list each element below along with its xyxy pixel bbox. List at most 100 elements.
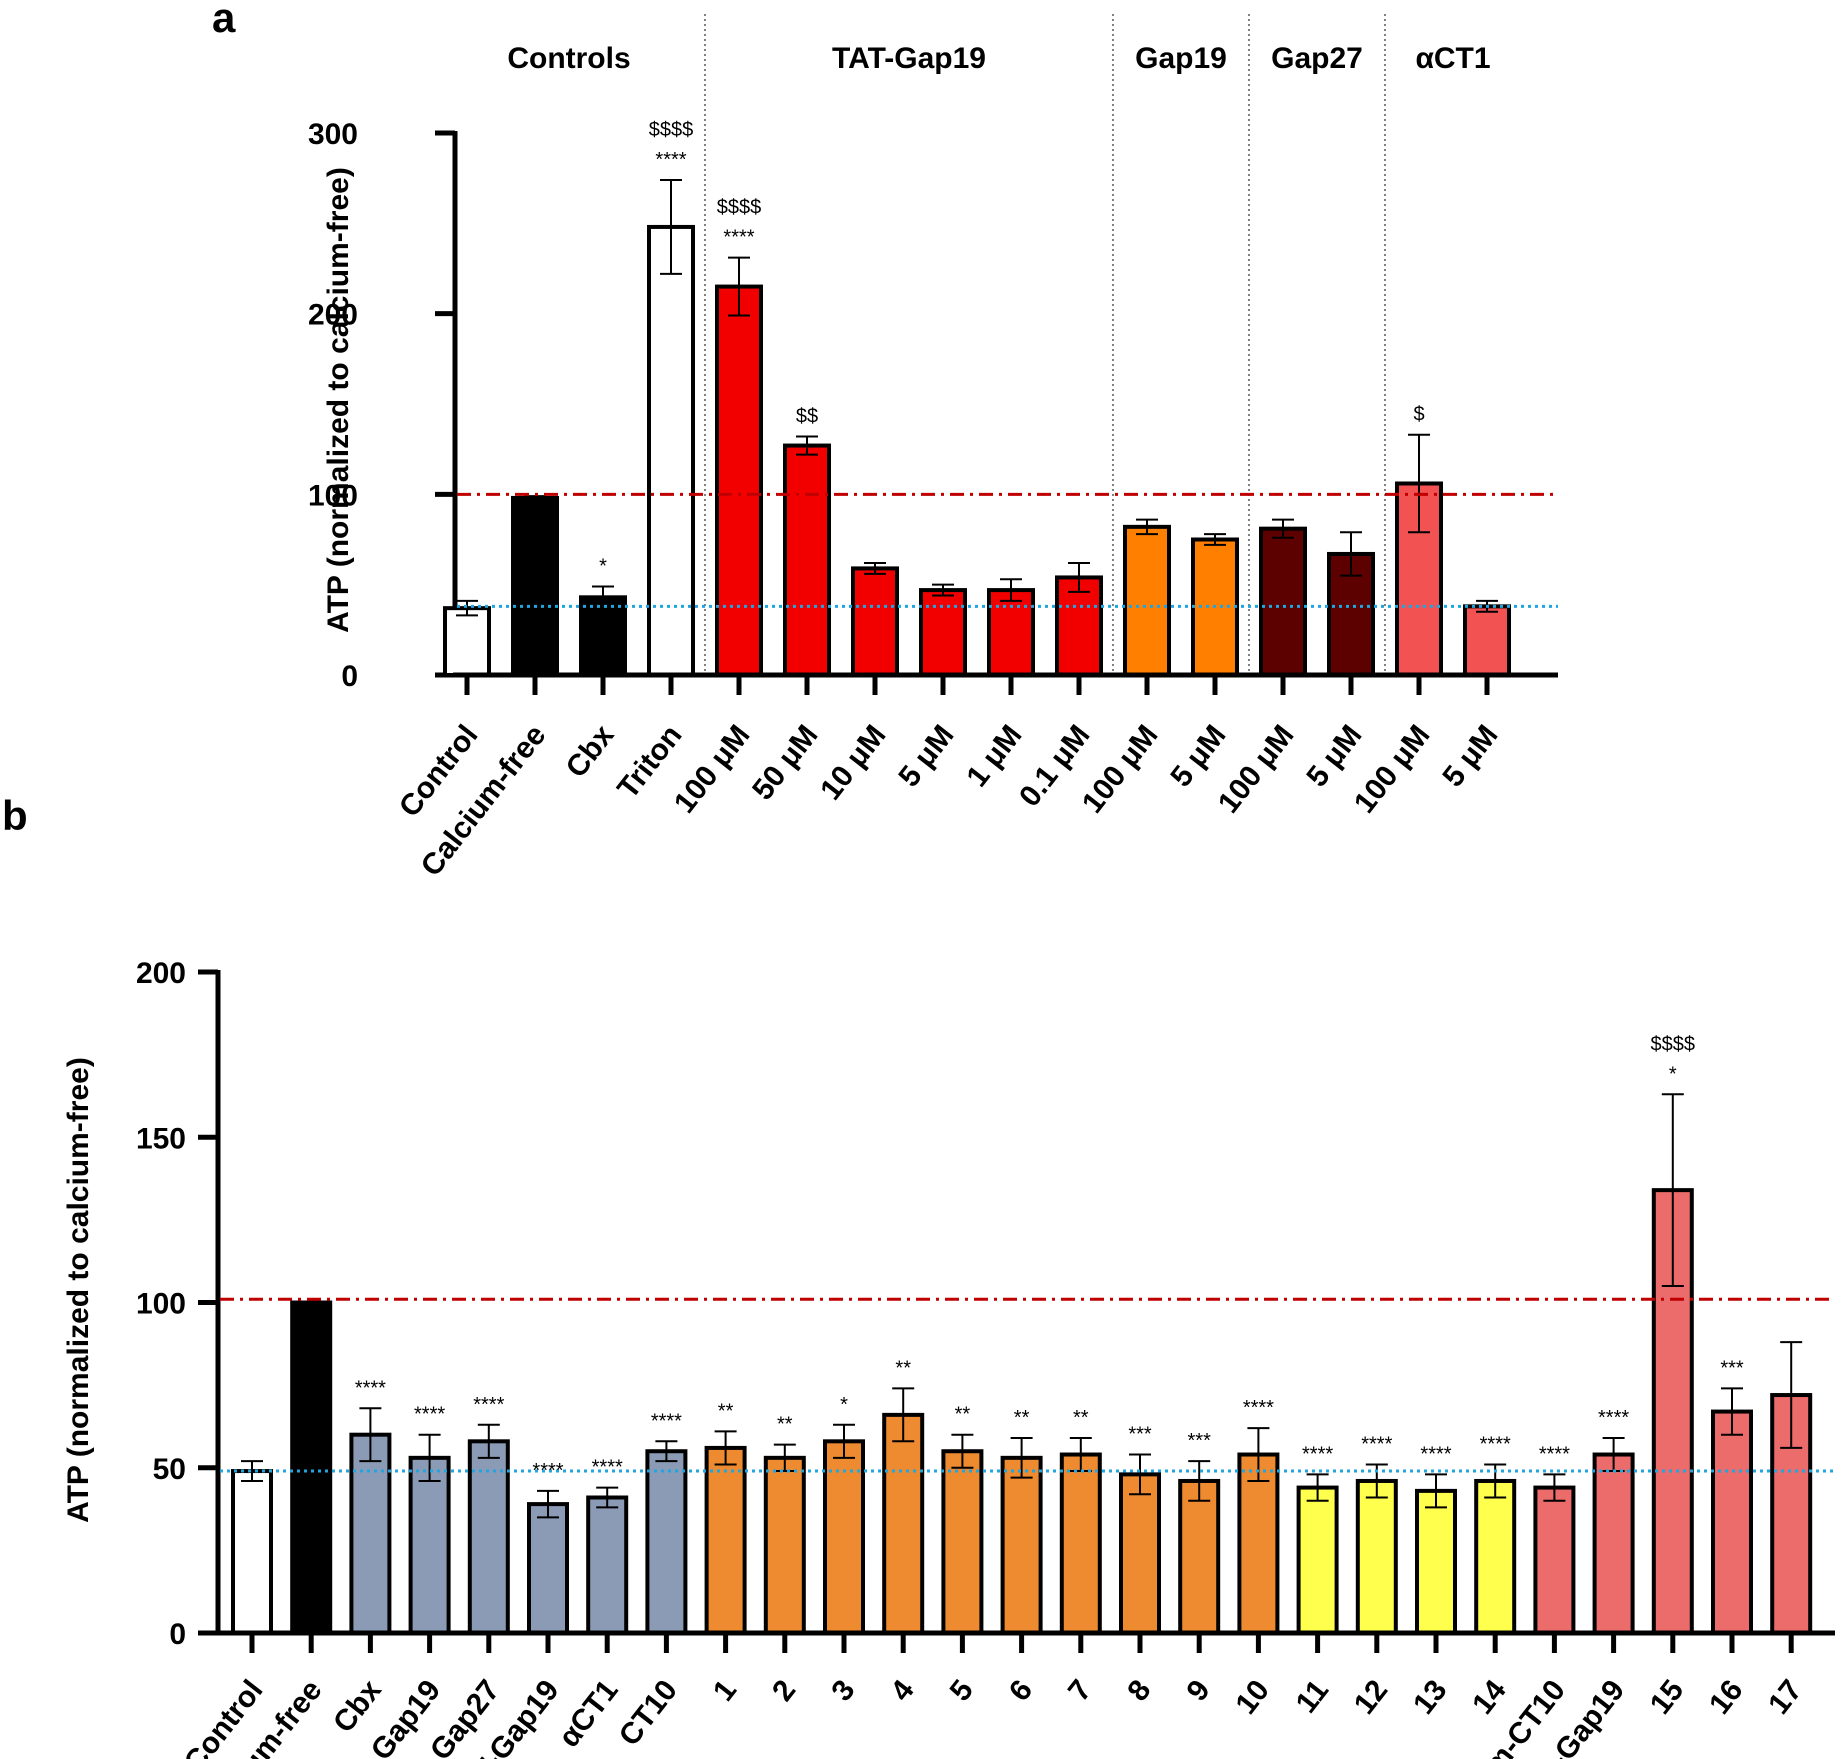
b-significance-label: ** (777, 1414, 793, 1436)
b-bar-21 (1474, 1478, 1517, 1635)
b-bar-22 (1533, 1485, 1576, 1635)
a-significance-label: **** (723, 227, 754, 249)
b-category-label-19: 12 (1348, 1674, 1395, 1721)
b-bar-4 (467, 1439, 510, 1636)
a-bar-15 (1463, 604, 1511, 678)
b-category-label-15: 8 (1121, 1674, 1157, 1707)
b-significance-label: **** (1243, 1397, 1274, 1419)
chart-a: Controls TAT-Gap19 Gap19 Gap27 αCT1 0 100 200 30… (308, 14, 1558, 883)
a-y-tick-label-1: 100 (308, 479, 358, 512)
a-bar-1 (511, 495, 559, 677)
b-bar-25 (1711, 1409, 1753, 1635)
panel-label-b: b (2, 792, 28, 839)
b-y-tick-label-1: 50 (153, 1453, 186, 1486)
b-significance-label: ** (1073, 1407, 1089, 1429)
b-significance-label: **** (473, 1394, 504, 1416)
a-significance-label: $$$$ (649, 119, 694, 141)
b-category-label-20: 13 (1407, 1674, 1454, 1721)
a-significance-label: **** (655, 149, 686, 171)
a-y-tick-label-3: 300 (308, 118, 358, 151)
b-significance-label: **** (1539, 1443, 1570, 1465)
b-bar-18 (1296, 1485, 1339, 1635)
b-bar-6 (586, 1495, 629, 1635)
b-significance-label: ** (1014, 1407, 1030, 1429)
b-bar-7 (645, 1449, 688, 1635)
b-significance-label: * (1669, 1063, 1677, 1085)
b-category-label-10: 3 (825, 1674, 861, 1707)
b-y-tick-label-3: 150 (136, 1122, 186, 1155)
chart-b: 0 50 100 150 200 ATP (normalized to calcium-f… (62, 957, 1835, 1759)
b-bar-23 (1592, 1452, 1635, 1636)
b-bar-15 (1119, 1472, 1161, 1635)
b-significance-label: **** (1420, 1443, 1451, 1465)
a-category-label-8: 1 μM (960, 719, 1028, 793)
b-bar-1 (290, 1300, 333, 1635)
b-significance-label: **** (1302, 1443, 1333, 1465)
b-category-label-8: 1 (707, 1674, 743, 1707)
b-y-tick-label-2: 100 (136, 1288, 186, 1321)
a-category-label-2: Cbx (560, 719, 621, 784)
b-significance-label: **** (532, 1460, 563, 1482)
b-bar-20 (1415, 1488, 1457, 1636)
a-category-label-13: 5 μM (1300, 719, 1368, 793)
b-significance-label: *** (1188, 1430, 1212, 1452)
b-bar-5 (527, 1502, 569, 1635)
a-significance-label: $ (1413, 404, 1424, 426)
a-category-label-6: 10 μM (814, 719, 892, 806)
b-significance-label: ** (955, 1404, 971, 1426)
b-bar-9 (763, 1455, 806, 1635)
a-group-label-0: Controls (507, 42, 630, 75)
a-group-label-2: Gap19 (1135, 42, 1227, 75)
a-significance-label: $$$$ (717, 197, 762, 219)
b-bar-14 (1059, 1452, 1102, 1636)
b-significance-label: **** (1361, 1433, 1392, 1455)
b-bar-11 (882, 1412, 925, 1635)
a-y-tick-label-0: 0 (341, 660, 358, 693)
a-bar-6 (851, 566, 899, 678)
b-category-label-13: 6 (1003, 1674, 1039, 1707)
b-significance-label: **** (414, 1404, 445, 1426)
b-category-label-21: 14 (1466, 1674, 1513, 1721)
b-category-label-17: 10 (1229, 1674, 1276, 1721)
b-category-label-26: 17 (1762, 1674, 1809, 1721)
a-group-label-1: TAT-Gap19 (832, 42, 986, 75)
b-significance-label: **** (355, 1377, 386, 1399)
b-significance-label: **** (1598, 1407, 1629, 1429)
b-category-label-24: 15 (1644, 1674, 1691, 1721)
b-significance-label: * (840, 1394, 848, 1416)
b-category-label-16: 9 (1180, 1674, 1216, 1707)
a-bar-9 (1055, 575, 1103, 677)
b-bar-2 (349, 1432, 392, 1635)
b-bar-13 (1000, 1455, 1043, 1635)
panel-label-a: a (212, 0, 236, 41)
b-significance-label: $$$$ (1651, 1033, 1696, 1055)
b-significance-label: *** (1128, 1424, 1152, 1446)
a-group-label-3: Gap27 (1271, 42, 1363, 75)
b-significance-label: **** (1480, 1433, 1511, 1455)
b-category-label-11: 4 (884, 1674, 920, 1708)
b-bar-3 (408, 1455, 451, 1635)
a-group-label-4: αCT1 (1415, 42, 1490, 75)
a-bar-7 (919, 588, 967, 677)
b-y-axis-title: ATP (normalized to calcium-free) (62, 1057, 95, 1523)
a-bar-5 (783, 443, 831, 678)
b-category-label-25: 16 (1703, 1674, 1750, 1721)
a-category-label-15: 5 μM (1436, 719, 1504, 793)
b-bar-19 (1355, 1478, 1398, 1635)
a-category-label-5: 50 μM (746, 719, 824, 806)
b-category-label-6: αCT1 (552, 1674, 624, 1754)
b-y-tick-label-0: 0 (169, 1618, 186, 1651)
a-bar-10 (1123, 524, 1171, 677)
b-significance-label: *** (1720, 1357, 1744, 1379)
b-category-label-12: 5 (944, 1674, 980, 1707)
b-category-label-9: 2 (766, 1674, 802, 1707)
b-bar-16 (1178, 1478, 1221, 1635)
a-bar-8 (987, 588, 1035, 677)
b-bar-8 (704, 1445, 747, 1636)
a-bar-12 (1259, 526, 1307, 677)
b-bar-10 (823, 1439, 865, 1636)
a-bar-4 (715, 284, 763, 677)
b-bar-12 (941, 1449, 984, 1635)
b-significance-label: **** (592, 1457, 623, 1479)
